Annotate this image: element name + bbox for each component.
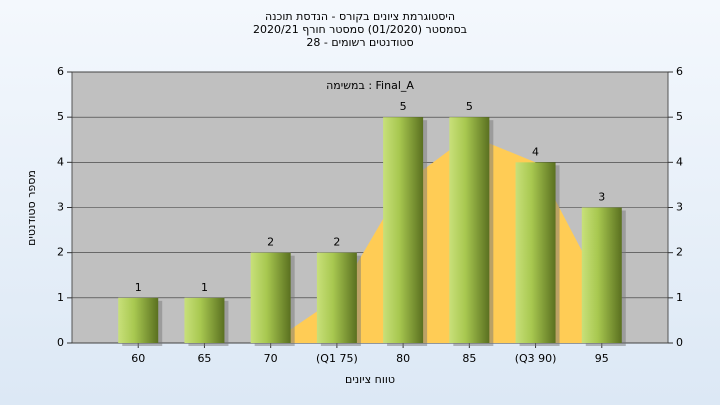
x-tick-label: 70 — [264, 352, 278, 365]
bar — [383, 117, 424, 344]
title-line: היסטוגרמת ציונים בקורס - הנדסת תוכנה — [265, 10, 455, 23]
x-tick-label: 65 — [197, 352, 211, 365]
y-tick-label: 3 — [57, 201, 64, 214]
value-label: 3 — [598, 191, 605, 204]
bar — [515, 162, 556, 343]
y-tick-label: 0 — [57, 336, 64, 349]
bar — [449, 117, 490, 344]
value-label: 5 — [400, 100, 407, 113]
x-tick-label: (Q3 90) — [515, 352, 557, 365]
y2-tick-label: 0 — [676, 336, 683, 349]
title-line: בסמסטר (01/2020) סמסטר חורף 2020/21 — [253, 23, 467, 36]
value-label: 5 — [466, 100, 473, 113]
x-tick-label: 60 — [131, 352, 145, 365]
x-axis-label: טווח ציונים — [345, 373, 395, 386]
y2-tick-label: 6 — [676, 65, 683, 78]
y2-tick-label: 4 — [676, 155, 683, 168]
value-label: 4 — [532, 145, 539, 158]
bar — [250, 252, 291, 343]
bar — [118, 297, 159, 343]
y-tick-label: 5 — [57, 110, 64, 123]
y-tick-label: 6 — [57, 65, 64, 78]
y2-tick-label: 5 — [676, 110, 683, 123]
value-label: 1 — [135, 281, 142, 294]
bar — [184, 297, 225, 343]
x-tick-label: 80 — [396, 352, 410, 365]
x-tick-label: 95 — [595, 352, 609, 365]
y-axis-label: מספר סטודנטים — [25, 170, 38, 246]
value-label: 1 — [201, 281, 208, 294]
value-label: 2 — [267, 236, 274, 249]
y2-tick-label: 1 — [676, 291, 683, 304]
value-label: 2 — [333, 236, 340, 249]
bar — [581, 207, 622, 343]
y-tick-label: 2 — [57, 246, 64, 259]
y-tick-label: 1 — [57, 291, 64, 304]
title-line: סטודנטים רשומים - 28 — [306, 36, 413, 49]
x-tick-label: (Q1 75) — [316, 352, 358, 365]
annotation: Final_A : במשימה — [326, 79, 414, 92]
x-tick-label: 85 — [462, 352, 476, 365]
y-tick-label: 4 — [57, 155, 64, 168]
bar — [316, 252, 357, 343]
y2-tick-label: 3 — [676, 201, 683, 214]
y2-tick-label: 2 — [676, 246, 683, 259]
